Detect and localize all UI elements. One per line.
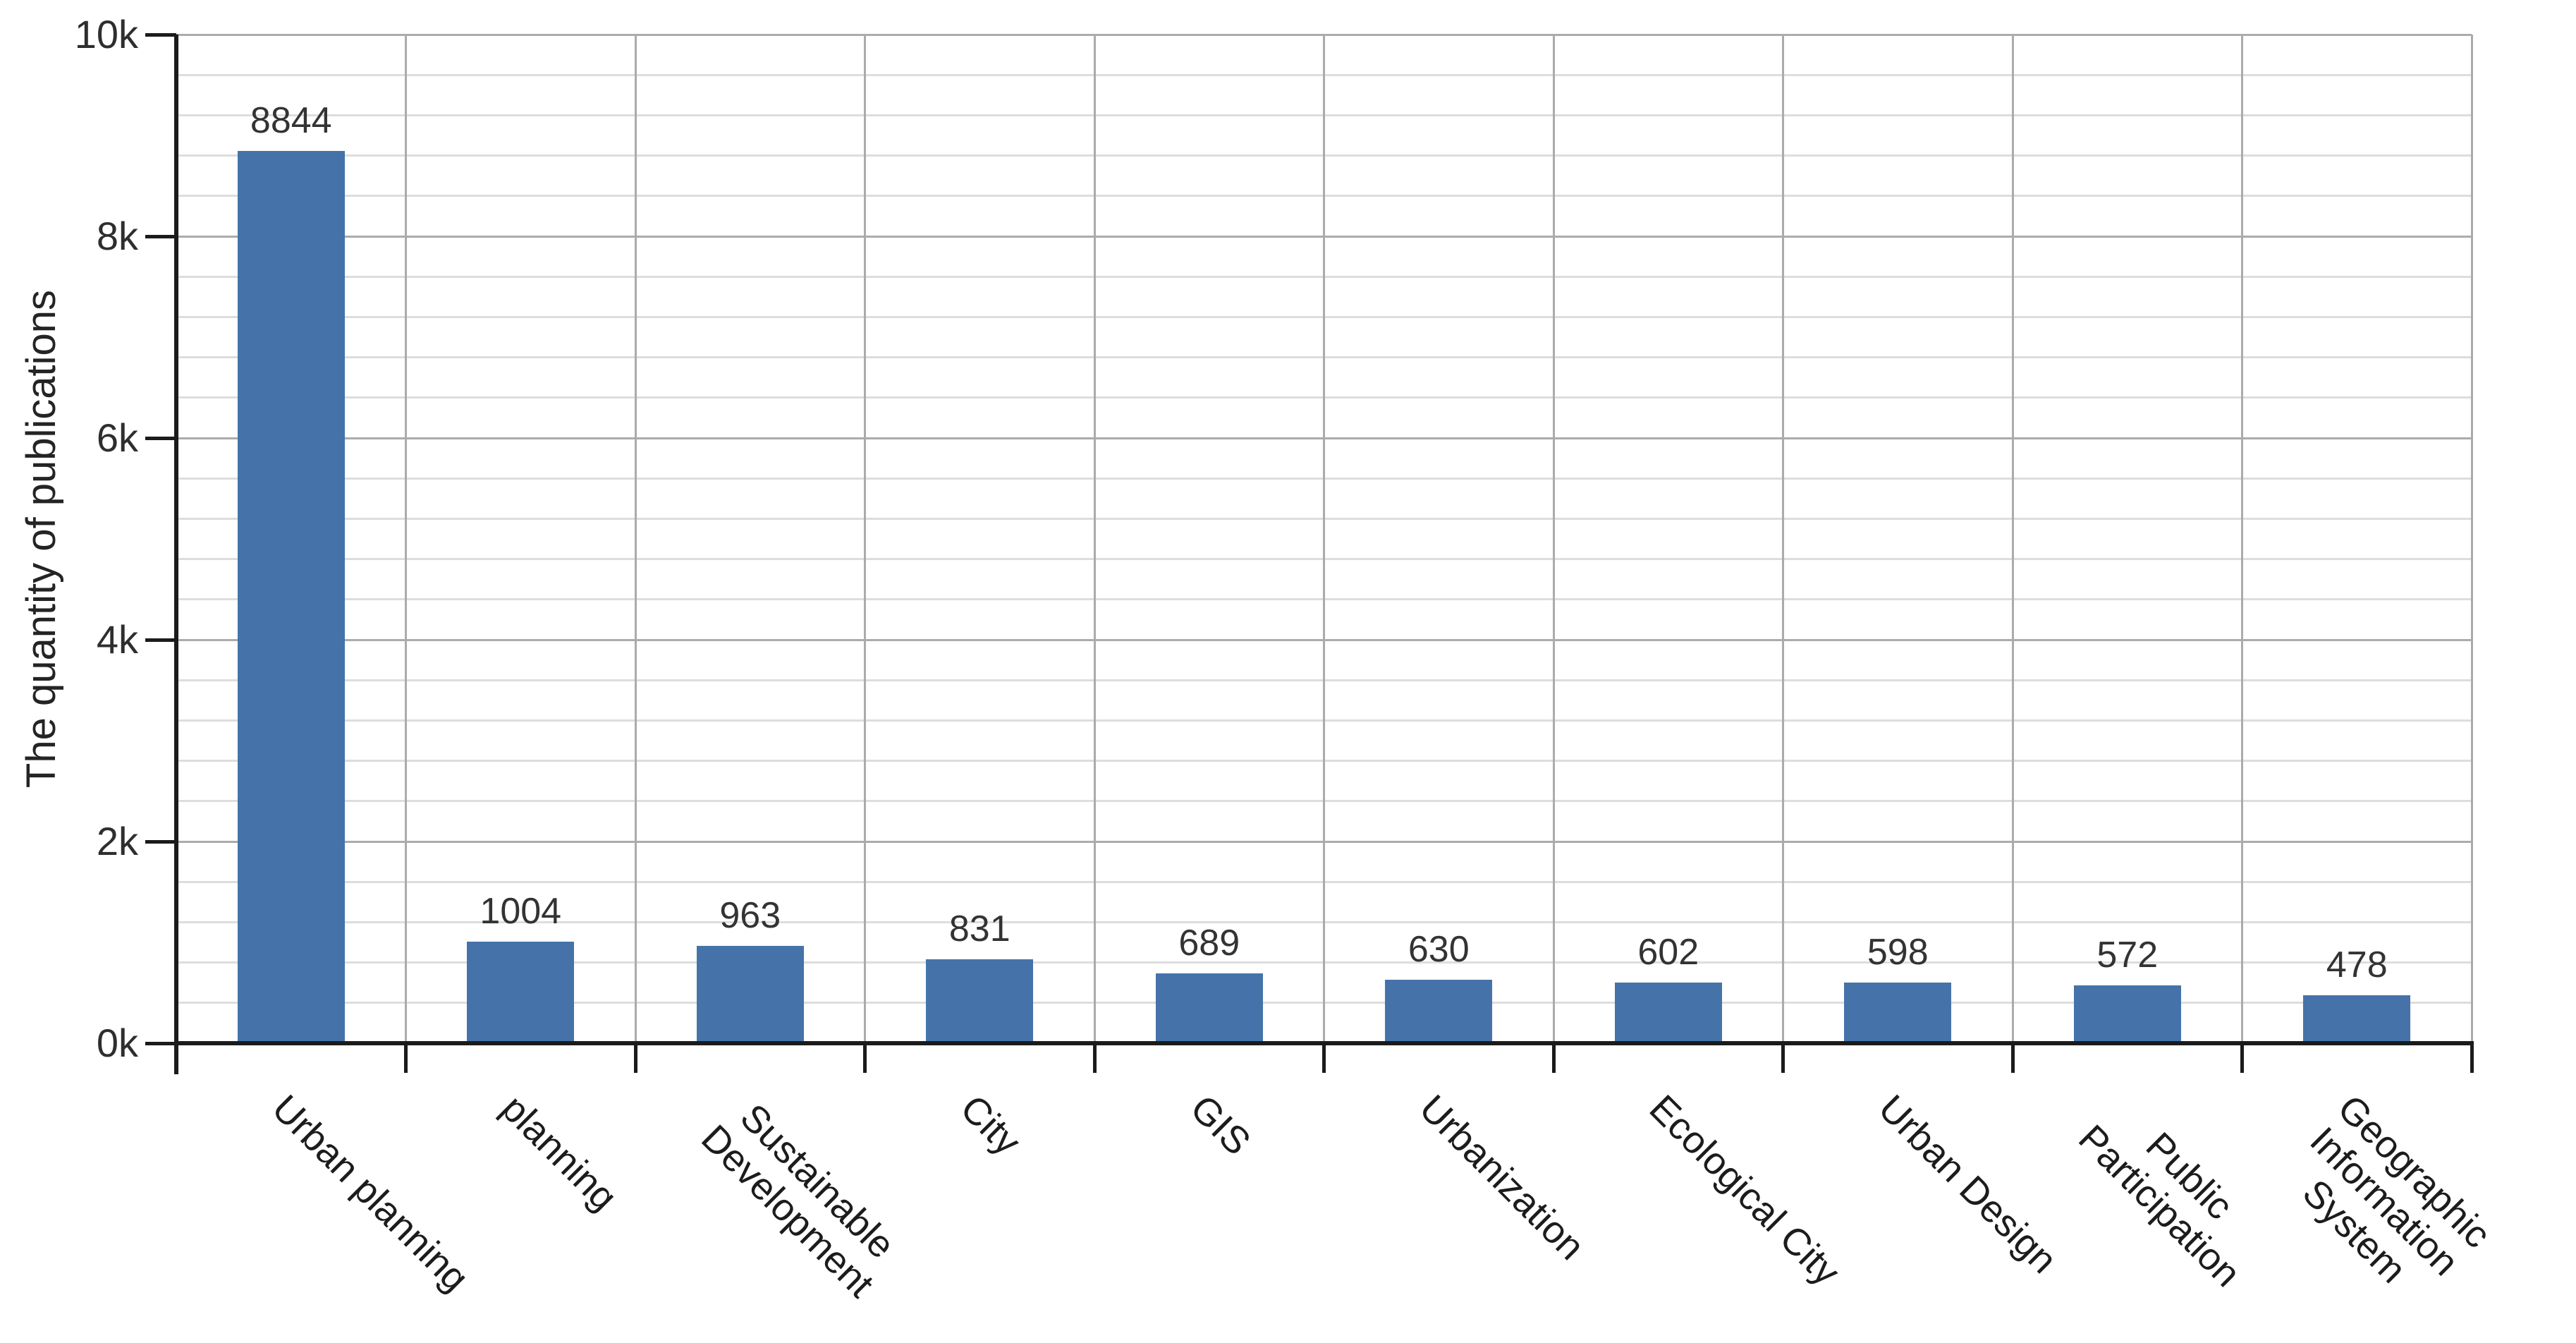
bar-value-label: 572 [2096, 935, 2159, 976]
bar [1844, 983, 1952, 1043]
y-axis-tick [145, 1041, 176, 1045]
bar-value-label: 630 [1408, 928, 1470, 970]
x-axis-category-label: GIS [1182, 1087, 1259, 1164]
y-axis-line [174, 35, 178, 1074]
bar-value-label: 1004 [480, 891, 562, 932]
bar [2303, 995, 2411, 1043]
x-axis-tick [1092, 1043, 1097, 1073]
x-axis-tick [2240, 1043, 2244, 1073]
x-axis-tick [1551, 1043, 1556, 1073]
x-axis-category-label: planning [493, 1087, 625, 1219]
category-boundary-gridline [1093, 35, 1096, 1043]
category-boundary-gridline [1782, 35, 1784, 1043]
x-axis-tick [2470, 1043, 2474, 1073]
y-axis-tick-label: 2k [96, 819, 138, 863]
bar [237, 151, 345, 1043]
x-axis-tick [1322, 1043, 1326, 1073]
y-axis-tick-label: 8k [96, 214, 138, 258]
y-axis-tick-label: 4k [96, 617, 138, 662]
y-axis-tick-label: 10k [74, 12, 138, 56]
bar [1155, 973, 1263, 1043]
x-axis-tick [633, 1043, 637, 1073]
x-axis-category-label: Public Participation [2070, 1117, 2249, 1295]
bar-value-label: 963 [719, 895, 781, 937]
category-boundary-gridline [2470, 35, 2473, 1043]
bar [696, 946, 804, 1043]
y-axis-tick-label: 6k [96, 415, 138, 460]
bar [2073, 985, 2181, 1043]
x-axis-tick [2010, 1043, 2015, 1073]
x-axis-category-label: Geographic Information System [2295, 1087, 2499, 1292]
x-axis-category-label: Urbanization [1411, 1087, 1593, 1268]
bar-value-label: 602 [1637, 931, 1699, 973]
category-boundary-gridline [405, 35, 407, 1043]
y-axis-tick [145, 638, 176, 642]
y-axis-tick [145, 234, 176, 238]
y-axis-tick [145, 839, 176, 844]
x-axis-tick [1781, 1043, 1785, 1073]
x-axis-tick [863, 1043, 867, 1073]
bar-value-label: 478 [2326, 944, 2388, 985]
category-boundary-gridline [1552, 35, 1555, 1043]
bar-value-label: 689 [1178, 923, 1240, 964]
y-axis-tick [145, 32, 176, 37]
x-axis-category-label: Sustainable Development [692, 1095, 903, 1306]
bar-value-label: 598 [1867, 932, 1929, 973]
bar [1614, 982, 1722, 1043]
bar-value-label: 8844 [250, 100, 332, 142]
category-boundary-gridline [634, 35, 637, 1043]
bar [467, 942, 575, 1043]
x-axis-tick [174, 1043, 178, 1073]
x-axis-category-label: Urban planning [264, 1087, 477, 1300]
category-boundary-gridline [1323, 35, 1325, 1043]
category-boundary-gridline [2011, 35, 2014, 1043]
x-axis-category-label: Ecological City [1641, 1087, 1848, 1294]
y-axis-tick-label: 0k [96, 1021, 138, 1065]
y-axis-title: The quantity of publications [18, 289, 64, 789]
x-axis-category-label: Urban Design [1870, 1087, 2065, 1282]
y-axis-tick [145, 436, 176, 440]
bar [926, 959, 1034, 1043]
x-axis-tick [404, 1043, 408, 1073]
bar-value-label: 831 [948, 909, 1011, 950]
x-axis-category-label: City [952, 1087, 1030, 1164]
category-boundary-gridline [864, 35, 866, 1043]
bar [1385, 979, 1493, 1043]
category-boundary-gridline [2241, 35, 2243, 1043]
